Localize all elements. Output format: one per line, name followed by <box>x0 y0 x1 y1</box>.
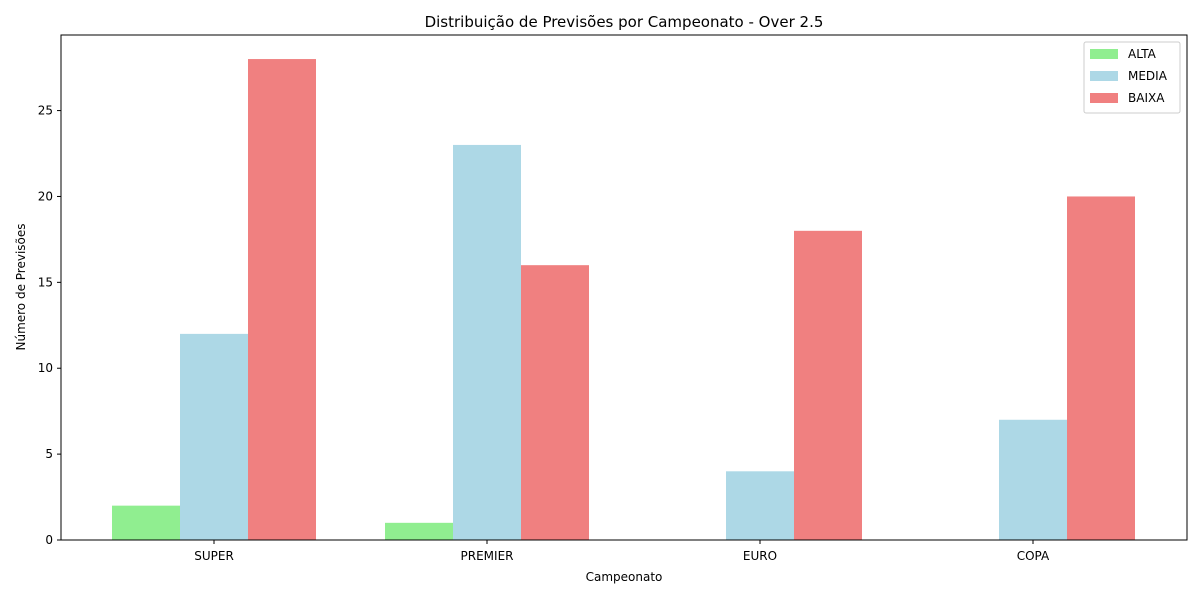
y-tick-label: 15 <box>38 275 53 289</box>
chart-title: Distribuição de Previsões por Campeonato… <box>425 13 824 31</box>
legend-swatch-media <box>1090 71 1118 81</box>
x-tick-label: EURO <box>743 549 777 563</box>
y-axis: 0 5 10 15 20 25 <box>38 104 61 547</box>
x-axis: SUPER PREMIER EURO COPA <box>194 540 1050 563</box>
legend: ALTA MEDIA BAIXA <box>1083 41 1181 114</box>
y-tick-label: 20 <box>38 189 53 203</box>
bar-alta-premier <box>385 522 453 540</box>
y-tick-label: 10 <box>38 361 53 375</box>
legend-label-alta: ALTA <box>1128 47 1157 61</box>
bar-media-premier <box>453 144 521 540</box>
bar-alta-super <box>112 505 180 540</box>
y-tick-label: 25 <box>38 104 53 118</box>
y-axis-label: Número de Previsões <box>14 223 28 350</box>
bar-baixa-euro <box>794 230 862 540</box>
x-tick-label: COPA <box>1017 549 1050 563</box>
bar-media-copa <box>999 419 1067 540</box>
legend-swatch-baixa <box>1090 93 1118 103</box>
x-tick-label: SUPER <box>194 549 234 563</box>
legend-label-media: MEDIA <box>1128 69 1168 83</box>
legend-swatch-alta <box>1090 49 1118 59</box>
bars-group <box>112 59 1135 541</box>
bar-baixa-premier <box>521 265 589 540</box>
bar-media-euro <box>726 471 794 540</box>
y-tick-label: 5 <box>45 447 53 461</box>
bar-baixa-copa <box>1067 196 1135 540</box>
legend-label-baixa: BAIXA <box>1128 91 1165 105</box>
bar-baixa-super <box>248 59 316 541</box>
x-tick-label: PREMIER <box>461 549 514 563</box>
x-axis-label: Campeonato <box>586 570 663 584</box>
bar-media-super <box>180 333 248 540</box>
plot-frame <box>60 34 1188 541</box>
y-tick-label: 0 <box>45 533 53 547</box>
